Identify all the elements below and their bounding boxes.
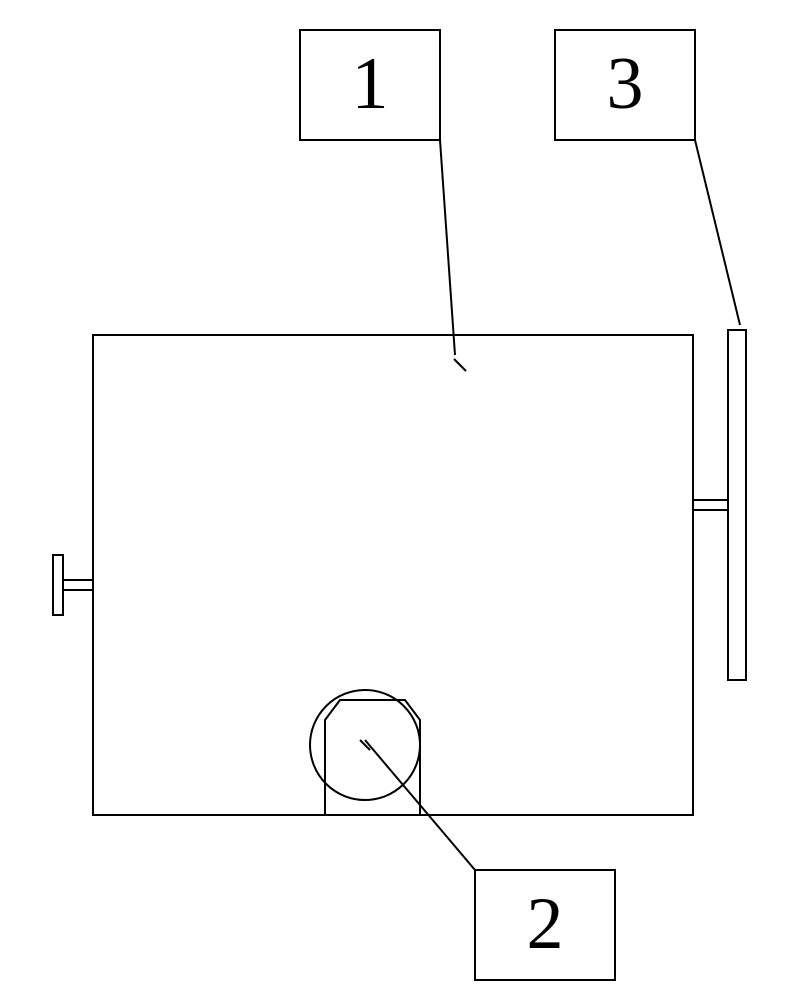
- left-disc: [53, 555, 63, 615]
- label-2-text: 2: [527, 883, 564, 965]
- body-tick: [454, 359, 466, 371]
- label-1-text: 1: [352, 43, 389, 125]
- bottom-mount: [310, 690, 420, 815]
- main-body: [93, 335, 693, 815]
- left-shaft: [63, 580, 93, 590]
- left-wheel: [53, 555, 93, 615]
- diagram-canvas: 1 3 2: [0, 0, 806, 1000]
- right-disc: [728, 330, 746, 680]
- label-box-2: 2: [365, 740, 615, 980]
- label-box-3: 3: [555, 30, 740, 325]
- right-shaft: [693, 500, 728, 510]
- right-wheel: [693, 330, 746, 680]
- label-box-1: 1: [300, 30, 455, 355]
- leader-line-1: [440, 140, 455, 355]
- label-3-text: 3: [607, 43, 644, 125]
- leader-line-3: [695, 140, 740, 325]
- mount-housing: [325, 700, 420, 815]
